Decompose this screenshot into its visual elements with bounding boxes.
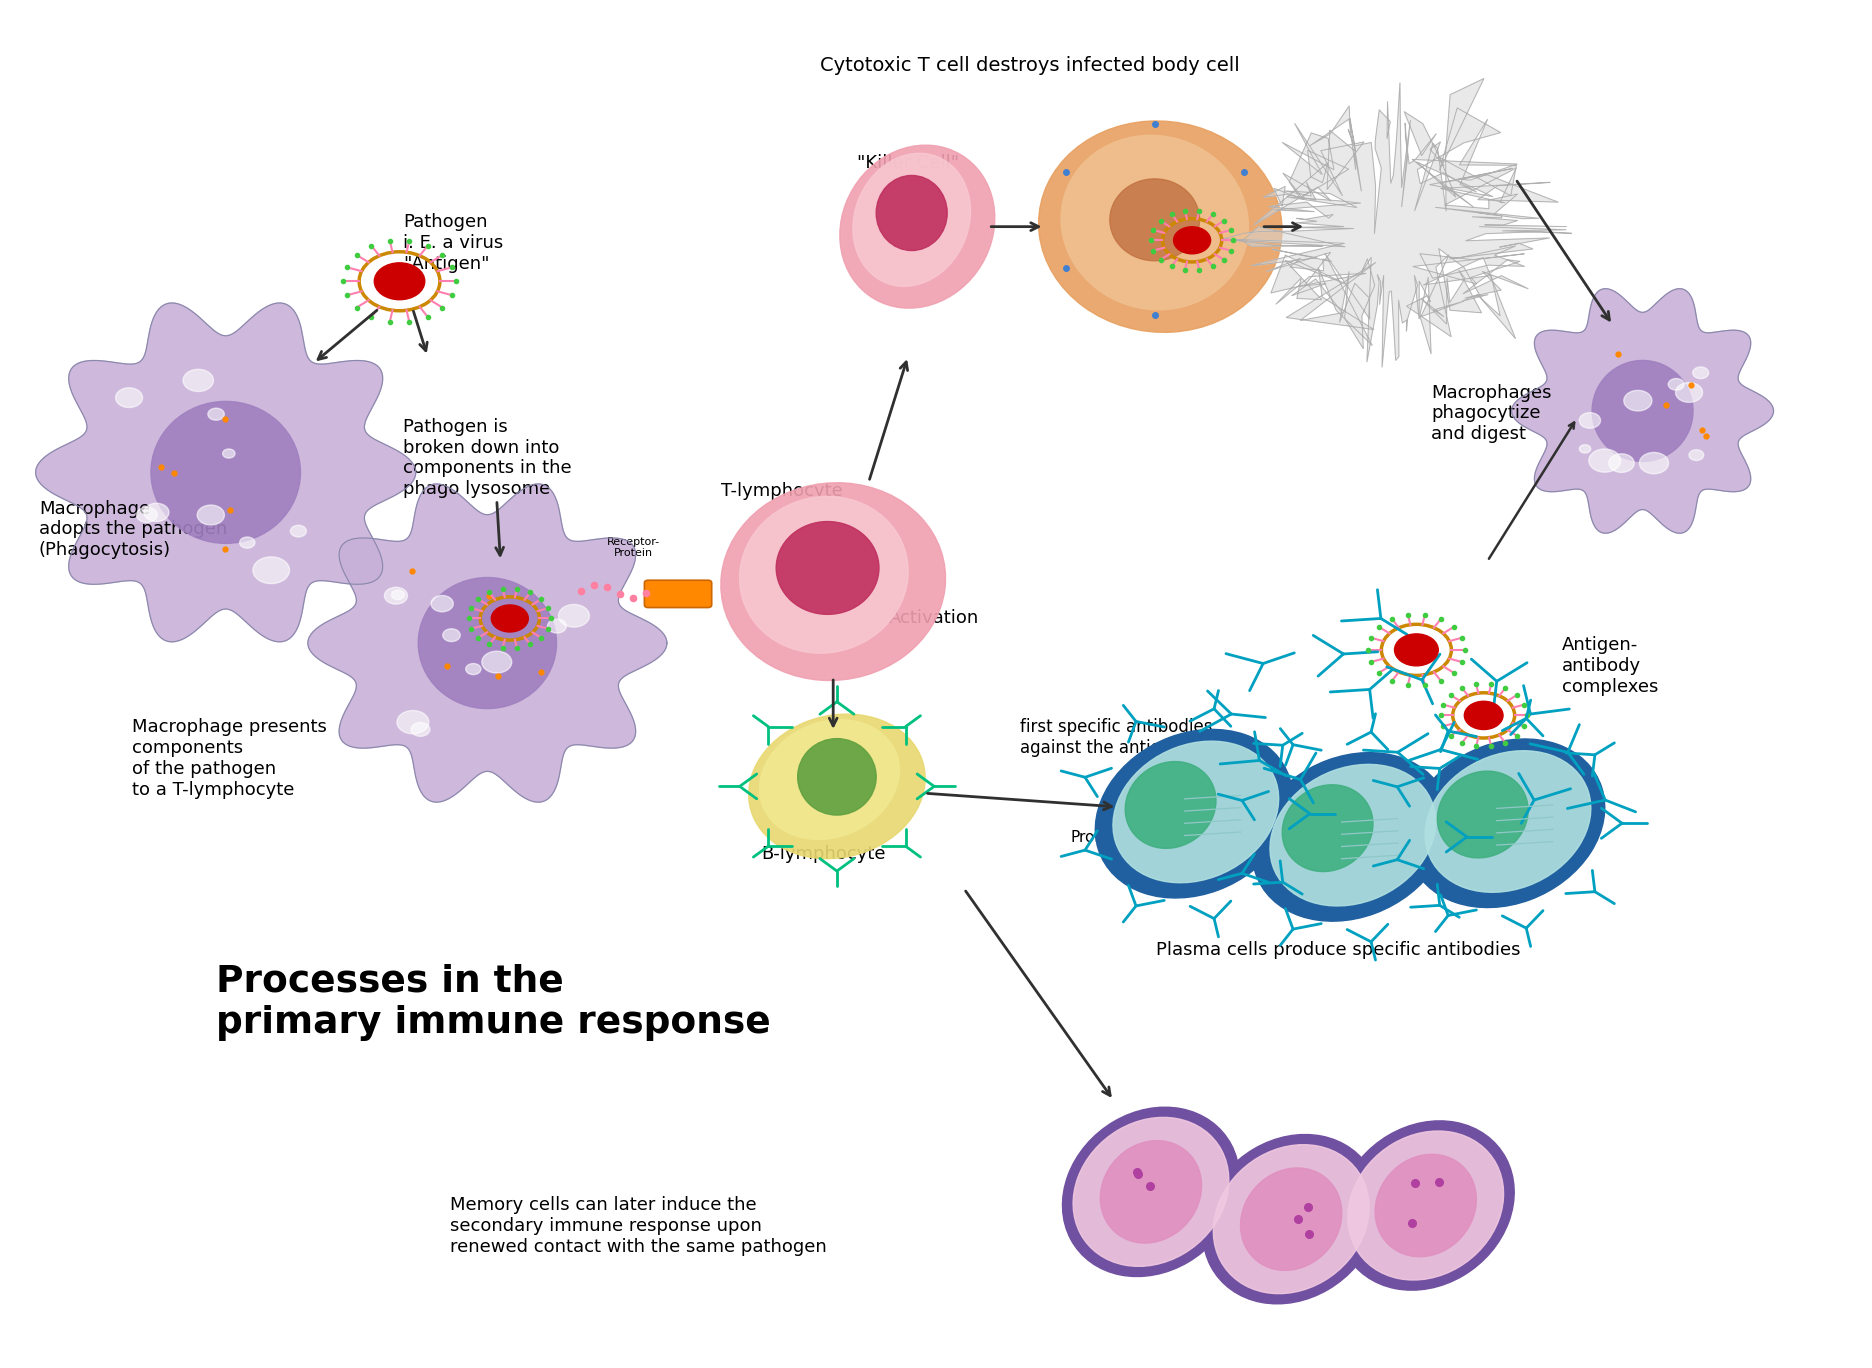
Ellipse shape <box>1061 135 1249 309</box>
Ellipse shape <box>1095 729 1292 897</box>
Ellipse shape <box>1591 360 1692 461</box>
Ellipse shape <box>1114 741 1279 882</box>
Ellipse shape <box>1039 120 1282 332</box>
Ellipse shape <box>739 497 908 653</box>
Text: Macrophage presents
components
of the pathogen
to a T-lymphocyte: Macrophage presents components of the pa… <box>133 718 328 799</box>
Circle shape <box>466 663 481 674</box>
Circle shape <box>223 449 236 458</box>
Circle shape <box>1174 227 1211 254</box>
Ellipse shape <box>1125 762 1217 848</box>
Text: Pathogen
i. E. a virus
"Antigen": Pathogen i. E. a virus "Antigen" <box>402 213 504 272</box>
Circle shape <box>1692 367 1709 379</box>
Text: Proliferation: Proliferation <box>1071 830 1164 845</box>
Text: "Killer Cell": "Killer Cell" <box>857 155 958 172</box>
Text: Receptor-
Protein: Receptor- Protein <box>607 536 659 558</box>
Circle shape <box>1580 413 1601 428</box>
Circle shape <box>253 557 290 584</box>
Ellipse shape <box>841 145 994 308</box>
Text: Macrophage
adopts the pathogen
(Phagocytosis): Macrophage adopts the pathogen (Phagocyt… <box>39 499 227 560</box>
Circle shape <box>1464 702 1503 729</box>
Ellipse shape <box>1425 751 1591 892</box>
Circle shape <box>1580 445 1591 453</box>
Text: Memory cells can later induce the
secondary immune response upon
renewed contact: Memory cells can later induce the second… <box>449 1196 827 1256</box>
Ellipse shape <box>1213 1145 1368 1294</box>
Ellipse shape <box>1063 1107 1239 1276</box>
Ellipse shape <box>1438 772 1528 858</box>
Ellipse shape <box>1269 765 1436 906</box>
Circle shape <box>558 605 590 627</box>
Text: B-lymphocyte: B-lymphocyte <box>762 845 885 863</box>
Text: Cytotoxic T cell destroys infected body cell: Cytotoxic T cell destroys infected body … <box>820 56 1239 75</box>
Ellipse shape <box>749 714 925 859</box>
Circle shape <box>1608 454 1634 472</box>
Polygon shape <box>1513 289 1773 534</box>
Ellipse shape <box>797 739 876 815</box>
Circle shape <box>412 722 431 736</box>
Ellipse shape <box>1376 1155 1477 1257</box>
Circle shape <box>397 710 429 733</box>
Circle shape <box>290 525 307 536</box>
Circle shape <box>1623 390 1651 410</box>
FancyBboxPatch shape <box>644 580 711 607</box>
Circle shape <box>1675 383 1702 402</box>
Ellipse shape <box>1202 1134 1380 1304</box>
Circle shape <box>547 620 567 633</box>
Text: T-lymphocyte: T-lymphocyte <box>721 482 842 499</box>
Ellipse shape <box>1408 739 1604 907</box>
Circle shape <box>374 263 425 300</box>
Ellipse shape <box>1337 1120 1514 1290</box>
Circle shape <box>183 369 213 391</box>
Ellipse shape <box>1252 752 1449 921</box>
Ellipse shape <box>1348 1131 1503 1280</box>
Ellipse shape <box>854 153 970 286</box>
Circle shape <box>1689 450 1704 461</box>
Text: Plasma cells produce specific antibodies: Plasma cells produce specific antibodies <box>1155 941 1520 959</box>
Polygon shape <box>36 302 416 642</box>
Circle shape <box>1589 449 1621 472</box>
Circle shape <box>1395 633 1438 666</box>
Ellipse shape <box>721 483 945 680</box>
Circle shape <box>490 605 528 632</box>
Circle shape <box>442 629 461 642</box>
Text: Antigen-
antibody
complexes: Antigen- antibody complexes <box>1563 636 1659 696</box>
Text: Processes in the
primary immune response: Processes in the primary immune response <box>217 964 771 1041</box>
Ellipse shape <box>1101 1141 1202 1244</box>
Ellipse shape <box>1241 1168 1342 1271</box>
Text: Activation: Activation <box>889 609 979 627</box>
Polygon shape <box>1221 78 1572 367</box>
Circle shape <box>144 503 168 521</box>
Ellipse shape <box>1282 785 1372 871</box>
Ellipse shape <box>760 720 899 840</box>
Ellipse shape <box>1110 179 1200 261</box>
Circle shape <box>137 508 157 523</box>
Text: first specific antibodies
against the antigen: first specific antibodies against the an… <box>1020 718 1213 757</box>
Circle shape <box>116 387 142 408</box>
Text: Macrophages
phagocytize
and digest: Macrophages phagocytize and digest <box>1432 383 1552 443</box>
Circle shape <box>431 595 453 611</box>
Text: Pathogen is
broken down into
components in the
phago lysosome: Pathogen is broken down into components … <box>402 417 573 498</box>
Circle shape <box>384 587 408 605</box>
Ellipse shape <box>417 577 556 709</box>
Ellipse shape <box>1073 1118 1228 1267</box>
Circle shape <box>1668 379 1685 390</box>
Polygon shape <box>307 484 666 802</box>
Circle shape <box>481 651 511 673</box>
Circle shape <box>197 505 225 525</box>
Ellipse shape <box>876 175 947 250</box>
Circle shape <box>240 538 255 549</box>
Circle shape <box>391 590 404 599</box>
Circle shape <box>208 408 225 420</box>
Ellipse shape <box>152 401 301 543</box>
Circle shape <box>1640 453 1668 473</box>
Ellipse shape <box>777 521 880 614</box>
